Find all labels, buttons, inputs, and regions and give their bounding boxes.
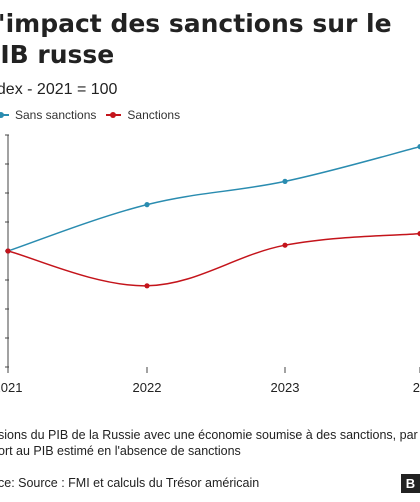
x-tick-label: 2023 [271, 380, 300, 395]
chart-legend: Sans sanctions Sanctions [0, 108, 190, 122]
chart-source: ce: Source : FMI et calculs du Trésor am… [0, 476, 260, 490]
legend-label-sans-sanctions: Sans sanctions [15, 108, 97, 122]
x-tick-label: 2021 [0, 380, 22, 395]
legend-item-sans-sanctions: Sans sanctions [0, 108, 96, 122]
data-point-sans-sanctions [417, 144, 420, 150]
legend-swatch-sanctions [106, 110, 122, 120]
data-point-sanctions [417, 231, 420, 237]
line-chart: 2021 2022 2023 20 [0, 134, 420, 395]
legend-item-sanctions: Sanctions [106, 108, 180, 122]
legend-label-sanctions: Sanctions [127, 108, 181, 122]
series-line-sans-sanctions [7, 145, 420, 252]
chart-title: L'impact des sanctions sur le PIB russe [0, 9, 392, 69]
bbc-logo: B [401, 474, 420, 493]
data-point-sans-sanctions [282, 178, 288, 184]
x-tick-label: 20 [413, 380, 420, 395]
chart-note: sions du PIB de la Russie avec une écono… [0, 428, 418, 458]
x-tick-label: 2022 [133, 380, 162, 395]
series-line-sanctions [7, 232, 420, 287]
legend-swatch-sans-sanctions [0, 110, 9, 120]
data-point-sanctions [282, 242, 288, 248]
data-point-sans-sanctions [144, 202, 150, 208]
chart-subtitle: ndex - 2021 = 100 [0, 81, 118, 98]
data-point-sanctions [5, 248, 11, 254]
data-point-sanctions [144, 283, 150, 289]
